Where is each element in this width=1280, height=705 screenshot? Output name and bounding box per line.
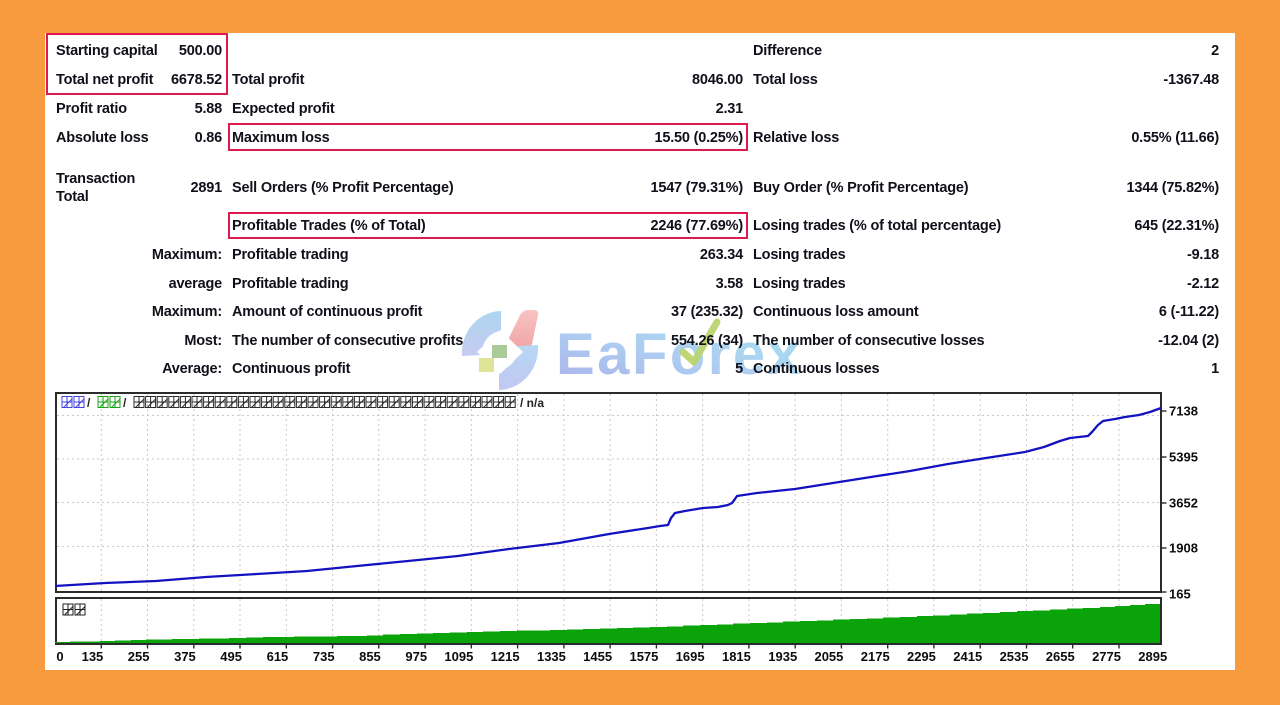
svg-text:1095: 1095	[444, 649, 473, 664]
svg-text:255: 255	[128, 649, 150, 664]
svg-text:975: 975	[405, 649, 427, 664]
svg-text:2535: 2535	[1000, 649, 1029, 664]
svg-text:2775: 2775	[1092, 649, 1121, 664]
svg-text:EaForex: EaForex	[556, 322, 802, 387]
svg-text:/: /	[123, 396, 127, 410]
svg-text:2655: 2655	[1046, 649, 1075, 664]
svg-text:615: 615	[267, 649, 289, 664]
svg-text:/: /	[87, 396, 91, 410]
svg-text:7138: 7138	[1169, 404, 1198, 419]
svg-text:1908: 1908	[1169, 541, 1198, 556]
svg-text:735: 735	[313, 649, 335, 664]
svg-text:5395: 5395	[1169, 450, 1198, 465]
svg-text:2295: 2295	[907, 649, 936, 664]
svg-text:495: 495	[220, 649, 242, 664]
svg-text:855: 855	[359, 649, 381, 664]
svg-text:2895: 2895	[1138, 649, 1167, 664]
svg-text:2055: 2055	[814, 649, 843, 664]
svg-text:1695: 1695	[676, 649, 705, 664]
svg-text:/ n/a: / n/a	[520, 396, 544, 410]
svg-text:1215: 1215	[491, 649, 520, 664]
svg-text:0: 0	[56, 649, 63, 664]
svg-text:375: 375	[174, 649, 196, 664]
svg-text:1815: 1815	[722, 649, 751, 664]
svg-text:1935: 1935	[768, 649, 797, 664]
svg-text:1575: 1575	[629, 649, 658, 664]
svg-text:2415: 2415	[953, 649, 982, 664]
svg-text:135: 135	[82, 649, 104, 664]
svg-text:1455: 1455	[583, 649, 612, 664]
svg-text:1335: 1335	[537, 649, 566, 664]
svg-text:3652: 3652	[1169, 496, 1198, 511]
svg-text:2175: 2175	[861, 649, 890, 664]
svg-text:165: 165	[1169, 587, 1191, 602]
